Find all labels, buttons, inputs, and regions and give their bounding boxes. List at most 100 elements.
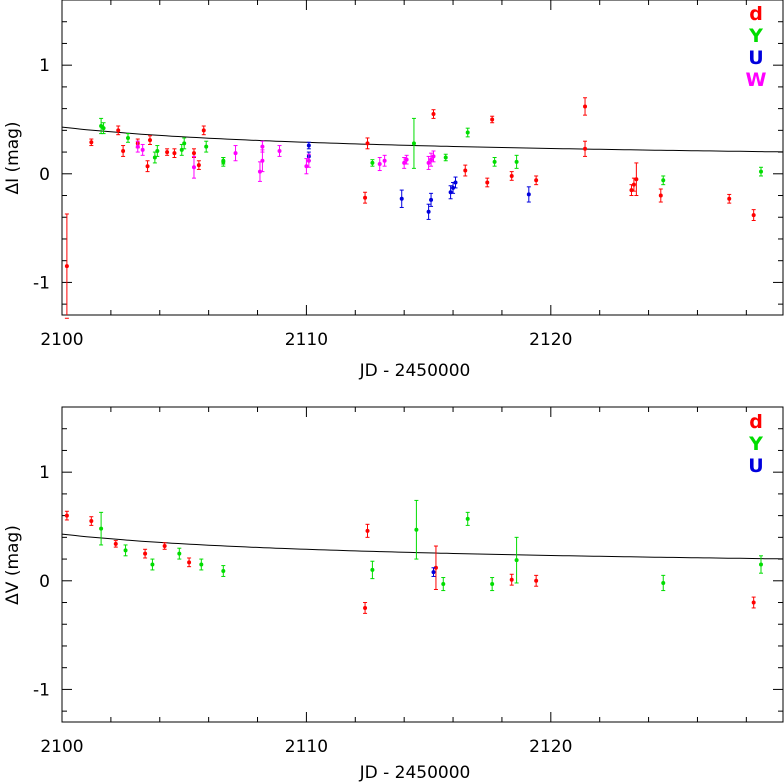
y-tick-label: 0 <box>39 165 50 185</box>
data-point-d <box>143 548 148 559</box>
data-point-Y <box>370 560 375 580</box>
data-point-d <box>113 540 118 548</box>
x-tick-label: 2100 <box>40 330 83 350</box>
data-point-d <box>583 140 588 157</box>
data-points-delta-v <box>64 499 764 614</box>
data-point-Y <box>204 140 209 153</box>
x-tick-label: 2100 <box>40 737 83 757</box>
data-point-W <box>135 140 140 153</box>
data-point-Y <box>759 166 764 177</box>
data-point-Y <box>759 555 764 574</box>
x-tick-label: 2120 <box>529 737 572 757</box>
data-point-Y <box>150 558 155 571</box>
data-point-Y <box>514 154 519 169</box>
data-point-U <box>306 141 311 150</box>
data-point-U <box>526 186 531 203</box>
x-tick-label: 2110 <box>285 737 328 757</box>
data-point-Y <box>492 157 497 167</box>
legend-label-U: U <box>748 455 763 477</box>
data-point-W <box>377 157 382 172</box>
data-point-W <box>404 154 409 165</box>
data-point-Y <box>465 127 470 138</box>
data-point-Y <box>441 577 446 592</box>
x-axis-title-delta-v: JD - 2450000 <box>359 763 471 782</box>
data-point-Y <box>370 159 375 167</box>
data-point-W <box>382 154 387 167</box>
data-point-W <box>277 145 282 157</box>
data-point-W <box>260 140 265 153</box>
data-point-d <box>431 109 436 119</box>
panel-delta-v: 2100 2110 2120 -1 0 1 dYU JD - 2450000 ΔV (m… <box>3 406 784 782</box>
y-axis-ticks-delta-i: -1 0 1 <box>33 0 783 305</box>
data-point-W <box>191 155 196 179</box>
data-point-d <box>751 209 756 221</box>
plot-frame-delta-i <box>61 0 784 316</box>
x-tick-label: 2110 <box>285 330 328 350</box>
data-point-Y <box>152 151 157 164</box>
data-point-Y <box>101 122 106 135</box>
data-point-U <box>453 176 458 189</box>
legend-label-Y: Y <box>748 433 763 455</box>
data-point-d <box>165 148 170 156</box>
data-point-d <box>172 148 177 158</box>
data-point-d <box>89 138 94 147</box>
data-point-d <box>727 193 732 204</box>
data-point-Y <box>125 133 130 143</box>
data-point-d <box>363 191 368 204</box>
x-axis-title-delta-i: JD - 2450000 <box>359 361 471 381</box>
legend-label-U: U <box>748 47 763 69</box>
y-axis-title-delta-i: ΔI (mag) <box>3 121 23 194</box>
data-point-Y <box>221 565 226 577</box>
data-point-d <box>583 97 588 116</box>
data-point-W <box>431 150 436 163</box>
data-point-d <box>634 162 639 197</box>
data-point-U <box>448 185 453 200</box>
legend-label-d: d <box>749 3 763 25</box>
x-axis-ticks-delta-v: 2100 2110 2120 <box>40 407 747 757</box>
data-point-d <box>201 125 206 136</box>
data-point-U <box>399 189 404 208</box>
y-axis-title-delta-v: ΔV (mag) <box>3 525 23 605</box>
data-point-Y <box>99 511 104 546</box>
data-point-d <box>490 115 495 124</box>
y-tick-label: 1 <box>39 56 50 76</box>
data-point-Y <box>414 499 419 560</box>
data-point-Y <box>182 137 187 150</box>
data-point-W <box>233 145 238 162</box>
data-point-Y <box>490 577 495 592</box>
data-point-d <box>365 137 370 150</box>
data-point-d <box>433 545 438 590</box>
data-point-Y <box>123 544 128 557</box>
data-point-Y <box>443 153 448 162</box>
data-point-d <box>485 177 490 188</box>
data-point-d <box>509 573 514 586</box>
data-point-Y <box>179 143 184 156</box>
y-tick-label: 1 <box>39 463 50 483</box>
data-point-U <box>429 192 434 207</box>
data-point-d <box>147 135 152 145</box>
x-tick-label: 2120 <box>529 330 572 350</box>
y-tick-label: -1 <box>33 273 50 293</box>
data-point-d <box>89 516 94 526</box>
data-point-d <box>751 596 756 609</box>
data-point-U <box>426 203 431 220</box>
data-point-d <box>509 171 514 181</box>
data-point-d <box>463 164 468 177</box>
data-point-d <box>534 175 539 186</box>
data-point-d <box>187 557 192 568</box>
data-point-Y <box>155 145 160 157</box>
model-curve-delta-v <box>61 533 784 560</box>
data-point-d <box>658 188 663 203</box>
data-point-d <box>534 574 539 587</box>
data-point-d <box>64 213 69 319</box>
model-curve-delta-i <box>61 126 784 153</box>
data-point-Y <box>661 175 666 186</box>
data-point-W <box>306 153 311 168</box>
data-points-delta-i <box>64 97 764 319</box>
data-point-W <box>260 149 265 173</box>
data-point-U <box>431 567 436 577</box>
data-point-W <box>140 143 145 156</box>
